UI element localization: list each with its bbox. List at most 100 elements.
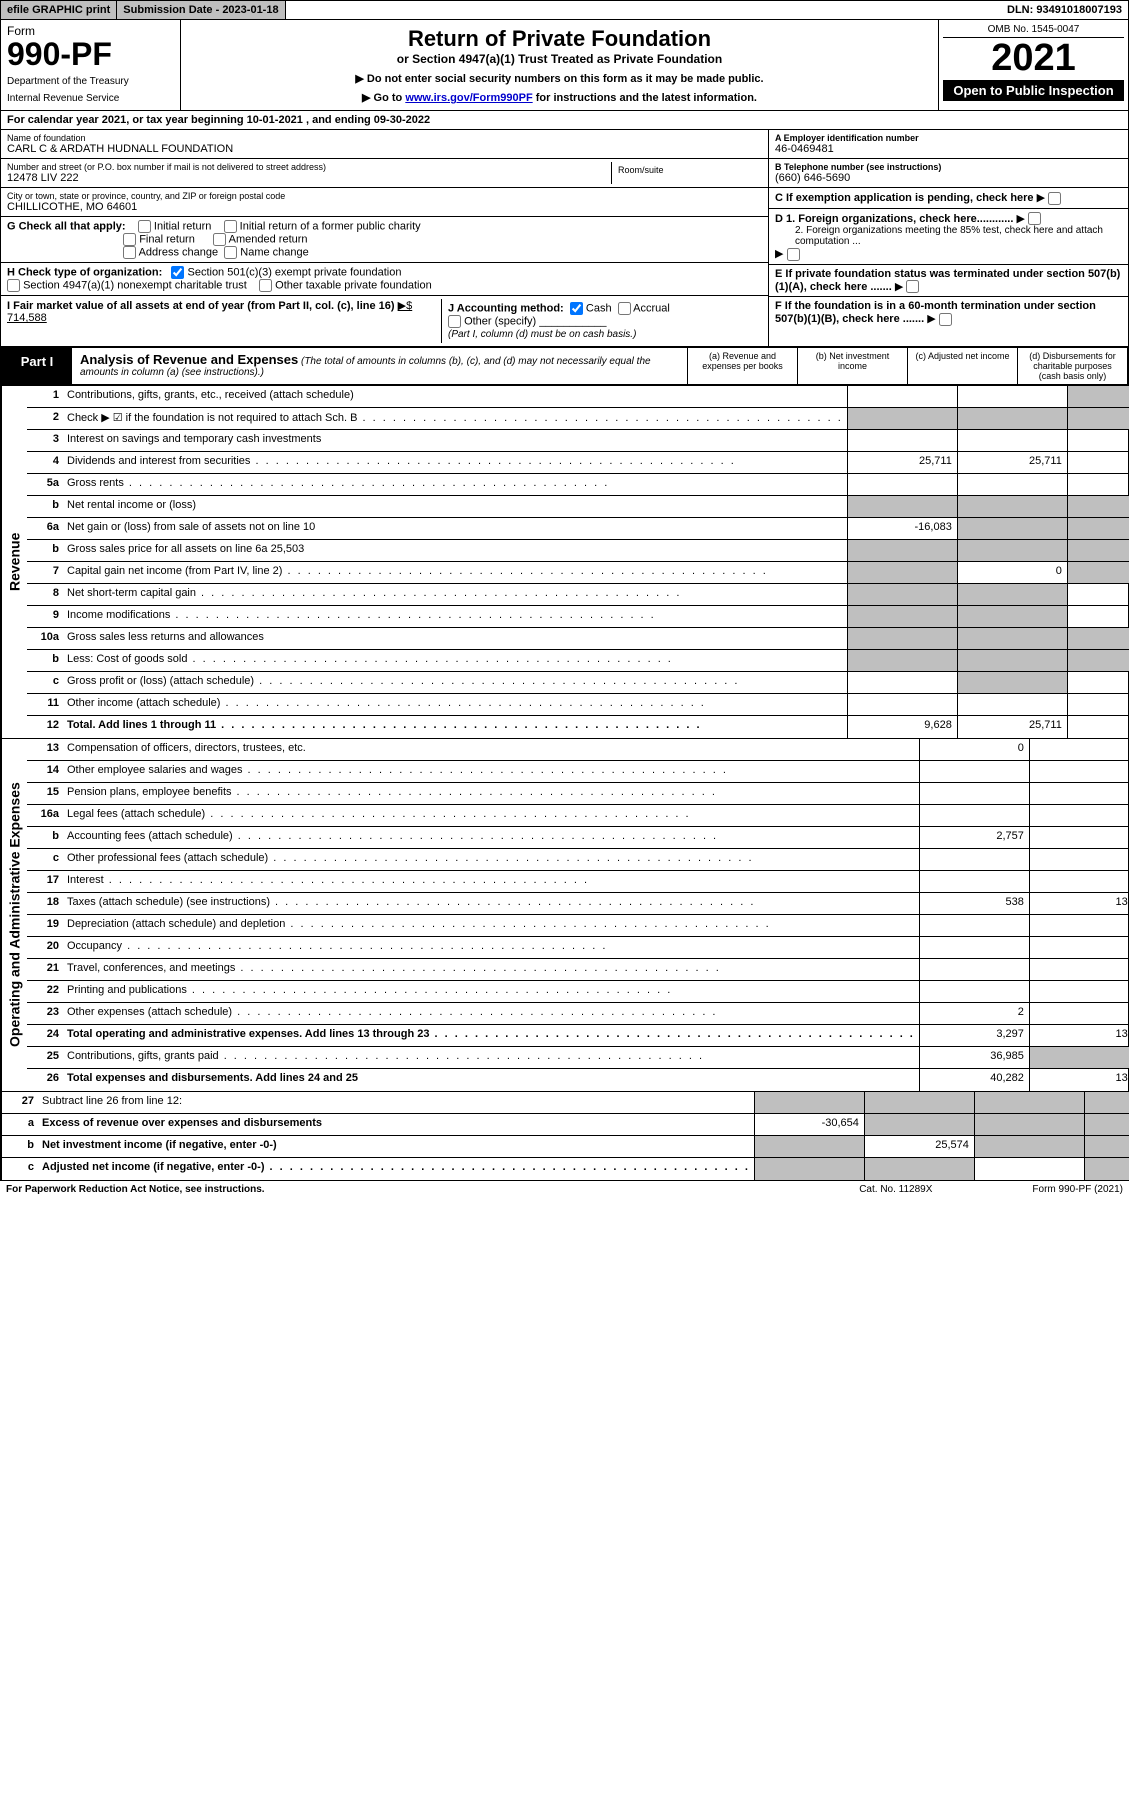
- g-amended-checkbox[interactable]: [213, 233, 226, 246]
- cell-c: [1067, 474, 1129, 495]
- goto-prefix: ▶ Go to: [362, 92, 405, 104]
- j-cash-checkbox[interactable]: [570, 302, 583, 315]
- d2-checkbox[interactable]: [787, 248, 800, 261]
- line-desc: Occupancy: [63, 937, 919, 958]
- line-desc: Other professional fees (attach schedule…: [63, 849, 919, 870]
- g-opt5: Address change: [139, 246, 219, 258]
- g-opt4: Amended return: [229, 233, 308, 245]
- part1-title: Analysis of Revenue and Expenses: [80, 352, 298, 367]
- cell-c: [1067, 430, 1129, 451]
- line-number: b: [27, 650, 63, 671]
- h-501c3-checkbox[interactable]: [171, 266, 184, 279]
- line-desc: Accounting fees (attach schedule): [63, 827, 919, 848]
- table-row: 3Interest on savings and temporary cash …: [27, 430, 1129, 452]
- cell-c: [1067, 584, 1129, 605]
- cell-a: [754, 1158, 864, 1180]
- g-initial-former-checkbox[interactable]: [224, 220, 237, 233]
- c-label: C If exemption application is pending, c…: [775, 192, 1034, 204]
- cell-b: [864, 1114, 974, 1135]
- line-number: 24: [27, 1025, 63, 1046]
- cell-a: [919, 783, 1029, 804]
- form-number: 990-PF: [7, 38, 174, 70]
- table-row: 19Depreciation (attach schedule) and dep…: [27, 915, 1129, 937]
- j-accrual-checkbox[interactable]: [618, 302, 631, 315]
- line-desc: Contributions, gifts, grants paid: [63, 1047, 919, 1068]
- h-opt1: Section 501(c)(3) exempt private foundat…: [187, 266, 401, 278]
- cell-b: [957, 474, 1067, 495]
- cell-b: 0: [1029, 739, 1129, 760]
- cell-a: 3,297: [919, 1025, 1029, 1046]
- line-desc: Interest: [63, 871, 919, 892]
- table-row: 11Other income (attach schedule): [27, 694, 1129, 716]
- line-number: 5a: [27, 474, 63, 495]
- h-other-taxable-checkbox[interactable]: [259, 279, 272, 292]
- calendar-year-line: For calendar year 2021, or tax year begi…: [0, 111, 1129, 130]
- form-header: Form 990-PF Department of the Treasury I…: [0, 20, 1129, 111]
- cell-a: 2,757: [919, 827, 1029, 848]
- table-row: cOther professional fees (attach schedul…: [27, 849, 1129, 871]
- cell-a: [919, 849, 1029, 870]
- ein-label: A Employer identification number: [775, 133, 1122, 143]
- expenses-vtab: Operating and Administrative Expenses: [1, 739, 27, 1091]
- cell-a: [847, 408, 957, 429]
- cell-a: [847, 606, 957, 627]
- table-row: 20Occupancy: [27, 937, 1129, 959]
- cell-b: [957, 430, 1067, 451]
- table-row: 5aGross rents: [27, 474, 1129, 496]
- form-title: Return of Private Foundation: [191, 26, 928, 52]
- j-other-checkbox[interactable]: [448, 315, 461, 328]
- table-row: 18Taxes (attach schedule) (see instructi…: [27, 893, 1129, 915]
- name-label: Name of foundation: [7, 133, 762, 143]
- open-to-public: Open to Public Inspection: [943, 80, 1124, 101]
- table-row: 1Contributions, gifts, grants, etc., rec…: [27, 386, 1129, 408]
- line-number: a: [2, 1114, 38, 1135]
- table-row: aExcess of revenue over expenses and dis…: [2, 1114, 1129, 1136]
- tel-label: B Telephone number (see instructions): [775, 162, 1122, 172]
- cell-b: [957, 584, 1067, 605]
- cell-b: [957, 496, 1067, 517]
- city-label: City or town, state or province, country…: [7, 191, 762, 201]
- line-desc: Income modifications: [63, 606, 847, 627]
- g-final-return-checkbox[interactable]: [123, 233, 136, 246]
- cell-b: [1029, 937, 1129, 958]
- cell-d: [1084, 1158, 1129, 1180]
- cell-b: 0: [957, 562, 1067, 583]
- line-desc: Gross sales price for all assets on line…: [63, 540, 847, 561]
- f-checkbox[interactable]: [939, 313, 952, 326]
- g-name-change-checkbox[interactable]: [224, 246, 237, 259]
- ein: 46-0469481: [775, 143, 1122, 155]
- form990pf-link[interactable]: www.irs.gov/Form990PF: [405, 92, 532, 104]
- j-note: (Part I, column (d) must be on cash basi…: [448, 329, 636, 340]
- line-number: 17: [27, 871, 63, 892]
- line-desc: Depreciation (attach schedule) and deple…: [63, 915, 919, 936]
- line-number: 15: [27, 783, 63, 804]
- cell-c: [1067, 672, 1129, 693]
- identity-block: Name of foundation CARL C & ARDATH HUDNA…: [0, 130, 1129, 347]
- table-row: bNet investment income (if negative, ent…: [2, 1136, 1129, 1158]
- g-initial-return-checkbox[interactable]: [138, 220, 151, 233]
- cell-b: [1029, 959, 1129, 980]
- line-number: c: [27, 672, 63, 693]
- cell-b: [957, 606, 1067, 627]
- foundation-name: CARL C & ARDATH HUDNALL FOUNDATION: [7, 143, 762, 155]
- cell-a: 40,282: [919, 1069, 1029, 1091]
- g-address-change-checkbox[interactable]: [123, 246, 136, 259]
- line-desc: Net investment income (if negative, ente…: [38, 1136, 754, 1157]
- cell-a: [919, 871, 1029, 892]
- d1-checkbox[interactable]: [1028, 212, 1041, 225]
- efile-print-button[interactable]: efile GRAPHIC print: [1, 1, 117, 19]
- line-number: 21: [27, 959, 63, 980]
- cell-a: 9,628: [847, 716, 957, 738]
- h-4947-checkbox[interactable]: [7, 279, 20, 292]
- table-row: 21Travel, conferences, and meetings: [27, 959, 1129, 981]
- cell-b: [957, 628, 1067, 649]
- cell-b: [957, 518, 1067, 539]
- e-checkbox[interactable]: [906, 280, 919, 293]
- c-checkbox[interactable]: [1048, 192, 1061, 205]
- line-number: 25: [27, 1047, 63, 1068]
- irs-line: Internal Revenue Service: [7, 93, 174, 104]
- h-block: H Check type of organization: Section 50…: [1, 263, 768, 296]
- line-number: b: [27, 827, 63, 848]
- cell-c: [1067, 606, 1129, 627]
- cell-b: [957, 650, 1067, 671]
